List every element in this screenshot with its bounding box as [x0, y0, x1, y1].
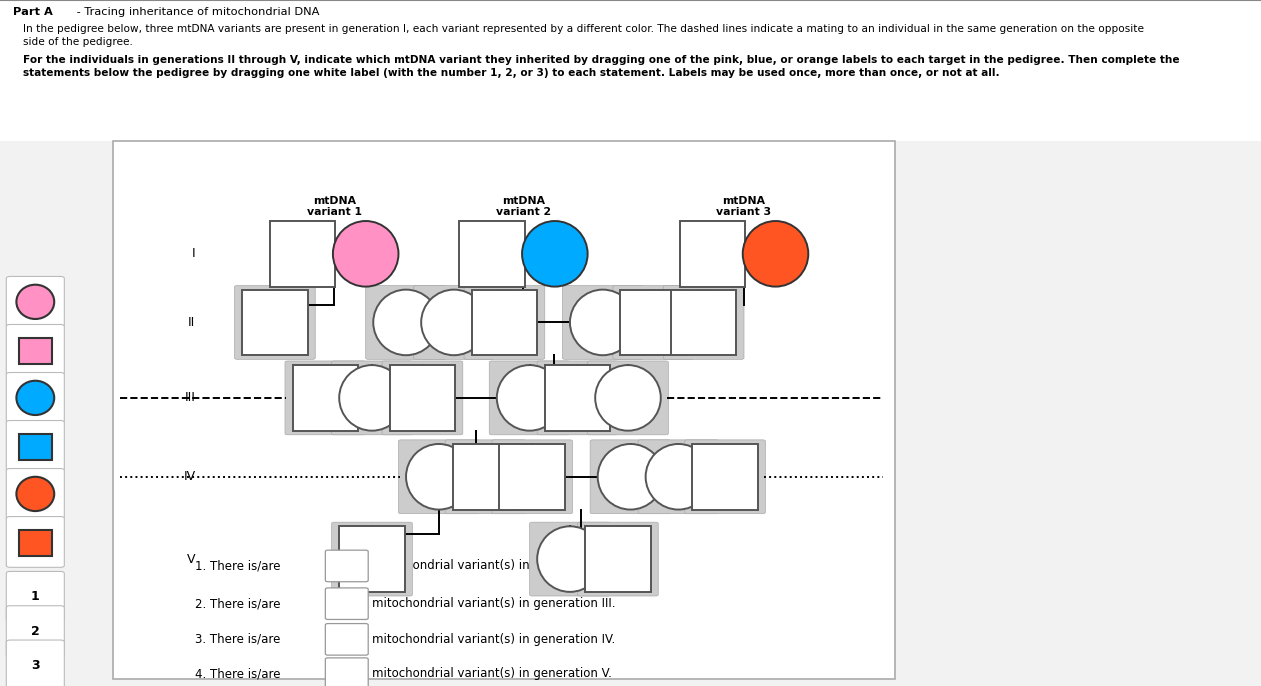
FancyBboxPatch shape: [325, 550, 368, 582]
Ellipse shape: [333, 221, 398, 287]
FancyBboxPatch shape: [6, 276, 64, 327]
Bar: [472, 289, 537, 355]
FancyBboxPatch shape: [492, 440, 572, 514]
Text: 2. There is/are: 2. There is/are: [195, 598, 281, 610]
Bar: [620, 289, 686, 355]
Ellipse shape: [570, 289, 636, 355]
FancyBboxPatch shape: [6, 372, 64, 423]
FancyBboxPatch shape: [530, 522, 610, 596]
Ellipse shape: [537, 526, 603, 592]
Bar: [339, 526, 405, 592]
Bar: [19, 434, 52, 460]
FancyBboxPatch shape: [366, 285, 446, 359]
Ellipse shape: [373, 289, 439, 355]
FancyBboxPatch shape: [663, 285, 744, 359]
Text: mitochondrial variant(s) in generation IV.: mitochondrial variant(s) in generation I…: [372, 633, 615, 646]
Text: mtDNA
variant 2: mtDNA variant 2: [496, 196, 551, 217]
Ellipse shape: [743, 221, 808, 287]
FancyBboxPatch shape: [613, 285, 694, 359]
FancyBboxPatch shape: [562, 285, 643, 359]
FancyBboxPatch shape: [382, 361, 463, 435]
Bar: [453, 444, 518, 510]
Ellipse shape: [646, 444, 711, 510]
FancyBboxPatch shape: [332, 361, 412, 435]
Text: For the individuals in generations II through V, indicate which mtDNA variant th: For the individuals in generations II th…: [23, 55, 1179, 78]
Text: 3: 3: [32, 659, 39, 672]
Bar: [545, 365, 610, 431]
Text: mitochondrial variant(s) in generation II.: mitochondrial variant(s) in generation I…: [372, 560, 612, 572]
Bar: [671, 289, 736, 355]
FancyBboxPatch shape: [325, 624, 368, 655]
FancyBboxPatch shape: [6, 606, 64, 657]
Ellipse shape: [522, 221, 588, 287]
Bar: [459, 221, 525, 287]
FancyBboxPatch shape: [445, 440, 526, 514]
FancyBboxPatch shape: [6, 571, 64, 622]
FancyBboxPatch shape: [235, 285, 315, 359]
Text: IV: IV: [183, 471, 195, 483]
FancyBboxPatch shape: [638, 440, 719, 514]
Text: 3. There is/are: 3. There is/are: [195, 633, 281, 646]
FancyBboxPatch shape: [6, 469, 64, 519]
FancyBboxPatch shape: [537, 361, 618, 435]
Text: Part A: Part A: [13, 7, 53, 17]
Ellipse shape: [16, 285, 54, 319]
Text: mitochondrial variant(s) in generation III.: mitochondrial variant(s) in generation I…: [372, 598, 615, 610]
Bar: [270, 221, 335, 287]
FancyBboxPatch shape: [398, 440, 479, 514]
Text: II: II: [188, 316, 195, 329]
Ellipse shape: [421, 289, 487, 355]
Text: 2: 2: [32, 625, 39, 637]
FancyBboxPatch shape: [325, 658, 368, 686]
Text: III: III: [184, 392, 195, 404]
Text: 4. There is/are: 4. There is/are: [195, 667, 281, 680]
Ellipse shape: [497, 365, 562, 431]
Ellipse shape: [16, 477, 54, 511]
FancyBboxPatch shape: [332, 522, 412, 596]
Bar: [0, 141, 1261, 686]
Ellipse shape: [595, 365, 661, 431]
Ellipse shape: [598, 444, 663, 510]
FancyBboxPatch shape: [6, 324, 64, 375]
Text: I: I: [192, 248, 195, 260]
Bar: [585, 526, 651, 592]
Bar: [0, 0, 1261, 141]
Bar: [242, 289, 308, 355]
FancyBboxPatch shape: [6, 640, 64, 686]
Ellipse shape: [406, 444, 472, 510]
FancyBboxPatch shape: [325, 588, 368, 619]
Ellipse shape: [339, 365, 405, 431]
FancyBboxPatch shape: [578, 522, 658, 596]
Bar: [19, 338, 52, 364]
Bar: [680, 221, 745, 287]
FancyBboxPatch shape: [285, 361, 366, 435]
Bar: [390, 365, 455, 431]
FancyBboxPatch shape: [6, 517, 64, 567]
Bar: [293, 365, 358, 431]
FancyBboxPatch shape: [414, 285, 494, 359]
Text: In the pedigree below, three mtDNA variants are present in generation I, each va: In the pedigree below, three mtDNA varia…: [23, 24, 1144, 47]
Bar: [113, 141, 895, 679]
Text: V: V: [187, 553, 195, 565]
Text: 1: 1: [32, 591, 39, 603]
FancyBboxPatch shape: [6, 421, 64, 471]
Bar: [692, 444, 758, 510]
FancyBboxPatch shape: [464, 285, 545, 359]
Ellipse shape: [16, 381, 54, 415]
FancyBboxPatch shape: [685, 440, 765, 514]
FancyBboxPatch shape: [489, 361, 570, 435]
Text: mtDNA
variant 1: mtDNA variant 1: [306, 196, 362, 217]
Text: - Tracing inheritance of mitochondrial DNA: - Tracing inheritance of mitochondrial D…: [73, 7, 319, 17]
Text: mitochondrial variant(s) in generation V.: mitochondrial variant(s) in generation V…: [372, 667, 612, 680]
FancyBboxPatch shape: [590, 440, 671, 514]
Text: 1. There is/are: 1. There is/are: [195, 560, 281, 572]
Bar: [499, 444, 565, 510]
Bar: [19, 530, 52, 556]
FancyBboxPatch shape: [588, 361, 668, 435]
Text: mtDNA
variant 3: mtDNA variant 3: [716, 196, 772, 217]
